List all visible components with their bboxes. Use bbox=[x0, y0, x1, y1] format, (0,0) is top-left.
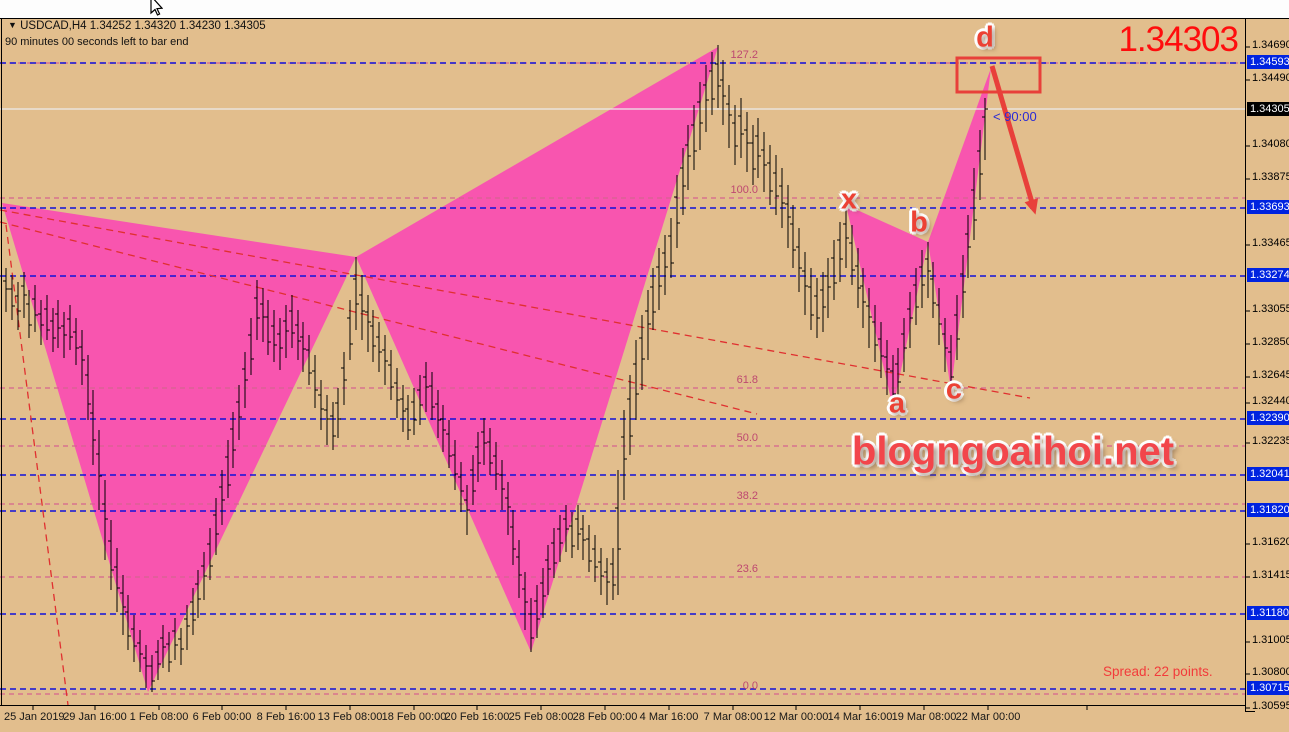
candle-countdown-label: < 90:00 bbox=[993, 109, 1037, 124]
price-axis-label-1.30595: 1.30595 bbox=[1252, 700, 1289, 712]
pattern-letter-b: b bbox=[910, 206, 928, 239]
pattern-letter-x: x bbox=[840, 183, 858, 216]
price-axis-label-1.30800: 1.30800 bbox=[1252, 666, 1289, 678]
time-axis-label: 6 Feb 00:00 bbox=[192, 711, 252, 723]
symbol-dropdown-icon[interactable]: ▼ bbox=[8, 20, 17, 30]
fib-label-100.0: 100.0 bbox=[730, 184, 758, 196]
fib-label-61.8: 61.8 bbox=[736, 374, 758, 386]
projection-arrow-shaft bbox=[989, 65, 1035, 204]
price-axis-label-1.31620: 1.31620 bbox=[1252, 536, 1289, 548]
time-axis-label: 20 Feb 16:00 bbox=[444, 711, 510, 723]
pattern-letter-d: d bbox=[976, 21, 994, 54]
harmonic-pattern-triangle-3[interactable] bbox=[846, 205, 928, 408]
fib-label-50.0: 50.0 bbox=[736, 432, 758, 444]
time-axis-label: 13 Feb 08:00 bbox=[317, 711, 383, 723]
price-axis-label-1.32440: 1.32440 bbox=[1252, 395, 1289, 407]
price-axis-label-1.31415: 1.31415 bbox=[1252, 569, 1289, 581]
current-price-display: 1.34303 bbox=[1118, 20, 1239, 59]
symbol-ohlc-text: USDCAD,H4 1.34252 1.34320 1.34230 1.3430… bbox=[20, 20, 266, 32]
projection-arrow-head[interactable] bbox=[1024, 198, 1039, 215]
time-axis-label: 19 Mar 08:00 bbox=[891, 711, 957, 723]
price-axis-label-1.32850: 1.32850 bbox=[1252, 336, 1289, 348]
price-axis-label-1.34080: 1.34080 bbox=[1252, 138, 1289, 150]
price-axis-label-1.32041: 1.32041 bbox=[1247, 467, 1289, 481]
price-axis-label-1.33274: 1.33274 bbox=[1247, 268, 1289, 282]
symbol-info-line[interactable]: ▼ USDCAD,H4 1.34252 1.34320 1.34230 1.34… bbox=[8, 20, 266, 32]
fib-label-23.6: 23.6 bbox=[736, 563, 758, 575]
pattern-letter-c: c bbox=[945, 373, 963, 406]
time-axis-label: 12 Mar 00:00 bbox=[763, 711, 829, 723]
price-axis-label-1.34305: 1.34305 bbox=[1247, 102, 1289, 116]
price-axis-label-1.33465: 1.33465 bbox=[1252, 237, 1289, 249]
time-axis-label: 18 Feb 00:00 bbox=[381, 711, 447, 723]
price-axis-label-1.31180: 1.31180 bbox=[1247, 606, 1289, 620]
time-axis-label: 4 Mar 16:00 bbox=[639, 711, 699, 723]
harmonic-pattern-triangle-4[interactable] bbox=[928, 68, 991, 390]
trend-line bbox=[0, 209, 1031, 399]
pattern-letter-a: a bbox=[888, 387, 906, 420]
fib-label-38.2: 38.2 bbox=[736, 490, 758, 502]
price-axis-label-1.32390: 1.32390 bbox=[1247, 411, 1289, 425]
time-axis-label: 22 Mar 00:00 bbox=[955, 711, 1021, 723]
price-axis-label-1.30715: 1.30715 bbox=[1247, 681, 1289, 695]
time-axis-label: 25 Feb 08:00 bbox=[508, 711, 574, 723]
harmonic-pattern-triangle-2[interactable] bbox=[356, 47, 718, 652]
watermark-text: blogngoaihoi.net bbox=[851, 429, 1175, 474]
price-axis-label-1.31005: 1.31005 bbox=[1252, 634, 1289, 646]
price-axis-label-1.34593: 1.34593 bbox=[1247, 55, 1289, 69]
time-axis-label: 1 Feb 08:00 bbox=[129, 711, 189, 723]
price-axis-label-1.31820: 1.31820 bbox=[1247, 503, 1289, 517]
window-top-strip bbox=[0, 0, 1289, 18]
fib-label-0.0: 0.0 bbox=[742, 680, 758, 692]
time-axis-label: 28 Feb 00:00 bbox=[572, 711, 638, 723]
time-axis-label: 25 Jan 2019 bbox=[4, 711, 65, 723]
trend-line bbox=[0, 221, 758, 415]
mouse-cursor-icon bbox=[150, 0, 163, 16]
time-axis-label: 7 Mar 08:00 bbox=[703, 711, 763, 723]
price-axis-label-1.32645: 1.32645 bbox=[1252, 369, 1289, 381]
price-axis-label-1.33055: 1.33055 bbox=[1252, 303, 1289, 315]
price-axis-label-1.33693: 1.33693 bbox=[1247, 200, 1289, 214]
bar-countdown-text: 90 minutes 00 seconds left to bar end bbox=[5, 36, 189, 48]
spread-label: Spread: 22 points. bbox=[1103, 664, 1213, 679]
fib-label-127.2: 127.2 bbox=[730, 49, 758, 61]
price-axis-label-1.34690: 1.34690 bbox=[1252, 39, 1289, 51]
price-axis-label-1.32235: 1.32235 bbox=[1252, 435, 1289, 447]
time-axis-label: 29 Jan 16:00 bbox=[63, 711, 127, 723]
time-axis-label: 8 Feb 16:00 bbox=[256, 711, 316, 723]
time-axis-label: 14 Mar 16:00 bbox=[827, 711, 893, 723]
trend-line bbox=[5, 224, 69, 706]
price-axis-label-1.33875: 1.33875 bbox=[1252, 171, 1289, 183]
price-axis-label-1.34490: 1.34490 bbox=[1252, 72, 1289, 84]
